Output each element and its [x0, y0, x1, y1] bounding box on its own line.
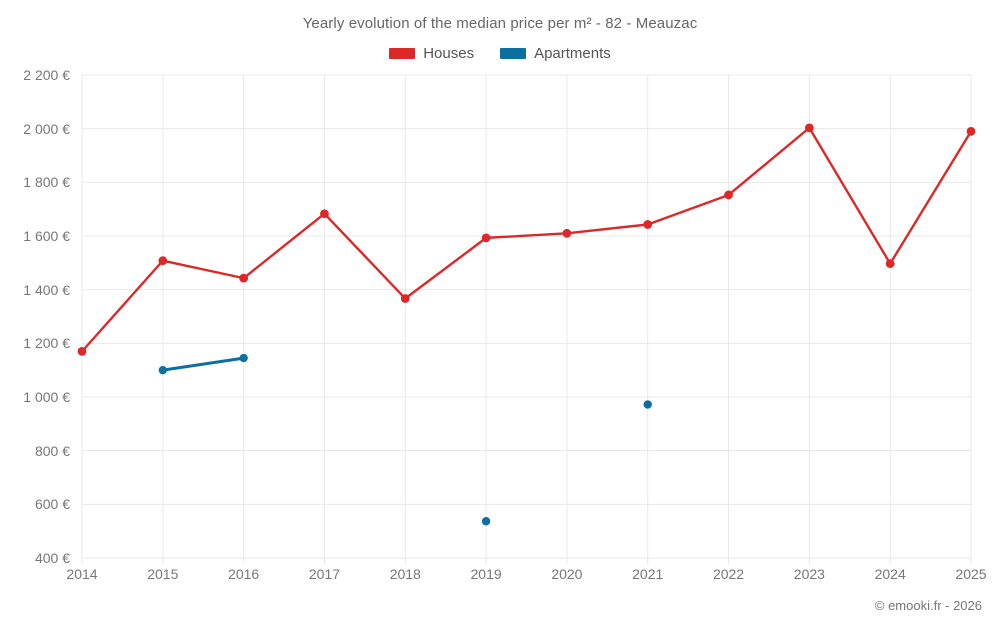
- data-point-houses-2016[interactable]: [239, 273, 249, 283]
- series-line-apartments: [161, 356, 246, 372]
- y-axis-tick-label: 1 000 €: [23, 389, 70, 405]
- x-axis-tick-label: 2022: [712, 566, 745, 582]
- chart-legend: Houses Apartments: [0, 45, 1000, 62]
- x-axis-tick-label: 2017: [308, 566, 341, 582]
- data-point-apartments-2016[interactable]: [239, 353, 248, 363]
- y-axis-tick-label: 600 €: [34, 496, 70, 513]
- legend-item-apartments[interactable]: Apartments: [500, 45, 611, 62]
- x-axis-tick-label: 2015: [147, 566, 179, 582]
- x-axis-tick-label: 2018: [389, 566, 421, 582]
- x-axis-tick-label: 2023: [793, 566, 825, 582]
- data-point-houses-2023[interactable]: [804, 123, 814, 133]
- data-point-houses-2020[interactable]: [562, 228, 572, 238]
- data-point-houses-2014[interactable]: [77, 346, 87, 356]
- x-axis-tick-label: 2014: [66, 566, 98, 582]
- footer-credit: © emooki.fr - 2026: [874, 598, 982, 613]
- y-axis-tick-label: 2 200 €: [23, 67, 70, 83]
- x-axis-tick-label: 2021: [632, 566, 664, 582]
- data-point-houses-2017[interactable]: [320, 209, 329, 219]
- y-axis-tick-label: 1 200 €: [23, 335, 70, 352]
- x-axis-tick-label: 2019: [470, 566, 502, 582]
- data-point-houses-2019[interactable]: [481, 233, 491, 243]
- x-axis-tick-label: 2025: [955, 566, 987, 582]
- legend-item-houses[interactable]: Houses: [389, 45, 474, 62]
- y-axis-tick-label: 1 400 €: [23, 281, 70, 298]
- data-point-apartments-2015[interactable]: [158, 365, 168, 375]
- legend-label-apartments: Apartments: [534, 45, 611, 62]
- data-point-apartments-2021[interactable]: [643, 400, 652, 409]
- y-axis-tick-label: 2 000 €: [23, 120, 70, 137]
- data-point-houses-2025[interactable]: [966, 126, 976, 136]
- chart-title: Yearly evolution of the median price per…: [302, 15, 698, 32]
- legend-swatch-houses: [389, 48, 416, 59]
- legend-label-houses: Houses: [423, 45, 475, 62]
- x-axis-tick-label: 2024: [874, 566, 906, 582]
- x-axis-tick-label: 2020: [551, 566, 583, 582]
- series-line-houses: [80, 126, 973, 353]
- data-point-houses-2022[interactable]: [724, 190, 733, 200]
- x-axis-tick-label: 2016: [228, 566, 260, 582]
- data-point-houses-2024[interactable]: [885, 259, 895, 269]
- y-axis-tick-label: 400 €: [34, 550, 70, 566]
- y-axis-tick-label: 800 €: [34, 442, 70, 459]
- data-point-houses-2015[interactable]: [158, 256, 168, 266]
- y-axis-tick-label: 1 600 €: [23, 228, 70, 244]
- data-point-apartments-2019[interactable]: [481, 517, 491, 526]
- legend-swatch-apartments: [500, 48, 527, 59]
- data-point-houses-2021[interactable]: [643, 220, 653, 229]
- data-point-houses-2018[interactable]: [400, 294, 410, 303]
- y-axis-tick-label: 1 800 €: [23, 174, 70, 191]
